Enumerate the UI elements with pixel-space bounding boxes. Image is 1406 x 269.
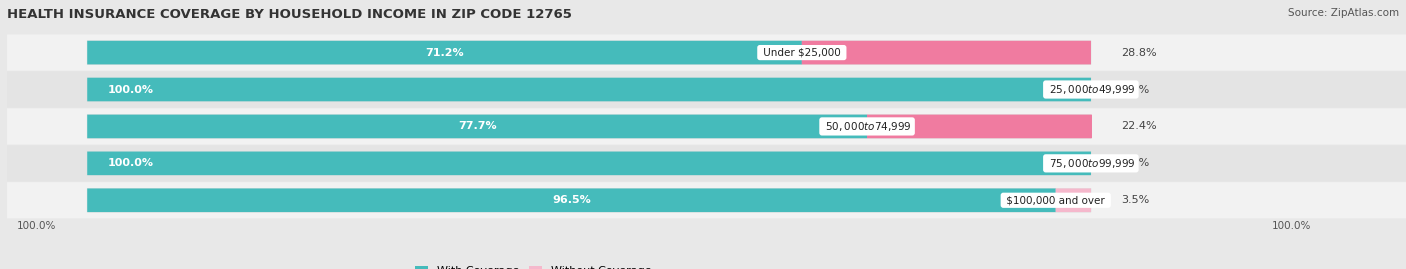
Text: 100.0%: 100.0% [17,221,56,231]
Text: 71.2%: 71.2% [425,48,464,58]
FancyBboxPatch shape [87,189,1056,212]
FancyBboxPatch shape [87,115,1091,138]
Text: Source: ZipAtlas.com: Source: ZipAtlas.com [1288,8,1399,18]
Text: 100.0%: 100.0% [107,84,153,94]
FancyBboxPatch shape [1056,189,1091,212]
Text: 3.5%: 3.5% [1121,195,1149,205]
Text: 100.0%: 100.0% [1272,221,1312,231]
Text: $100,000 and over: $100,000 and over [1004,195,1108,205]
FancyBboxPatch shape [87,78,1091,101]
Text: 100.0%: 100.0% [107,158,153,168]
Text: 96.5%: 96.5% [553,195,591,205]
FancyBboxPatch shape [7,145,1406,182]
Text: 28.8%: 28.8% [1121,48,1157,58]
FancyBboxPatch shape [87,78,1091,101]
FancyBboxPatch shape [868,115,1092,138]
Text: 22.4%: 22.4% [1121,121,1157,132]
Text: 0.0%: 0.0% [1121,84,1149,94]
Text: $25,000 to $49,999: $25,000 to $49,999 [1046,83,1136,96]
FancyBboxPatch shape [7,108,1406,144]
Text: 0.0%: 0.0% [1121,158,1149,168]
FancyBboxPatch shape [801,41,1091,64]
Text: Under $25,000: Under $25,000 [759,48,844,58]
FancyBboxPatch shape [87,115,868,138]
FancyBboxPatch shape [87,189,1091,212]
FancyBboxPatch shape [87,41,1091,64]
Text: HEALTH INSURANCE COVERAGE BY HOUSEHOLD INCOME IN ZIP CODE 12765: HEALTH INSURANCE COVERAGE BY HOUSEHOLD I… [7,8,572,21]
FancyBboxPatch shape [87,151,1091,175]
Text: $75,000 to $99,999: $75,000 to $99,999 [1046,157,1136,170]
FancyBboxPatch shape [7,71,1406,108]
Text: $50,000 to $74,999: $50,000 to $74,999 [823,120,912,133]
FancyBboxPatch shape [7,34,1406,71]
Legend: With Coverage, Without Coverage: With Coverage, Without Coverage [411,261,657,269]
FancyBboxPatch shape [87,41,801,64]
FancyBboxPatch shape [87,151,1091,175]
FancyBboxPatch shape [7,182,1406,218]
Text: 77.7%: 77.7% [458,121,496,132]
